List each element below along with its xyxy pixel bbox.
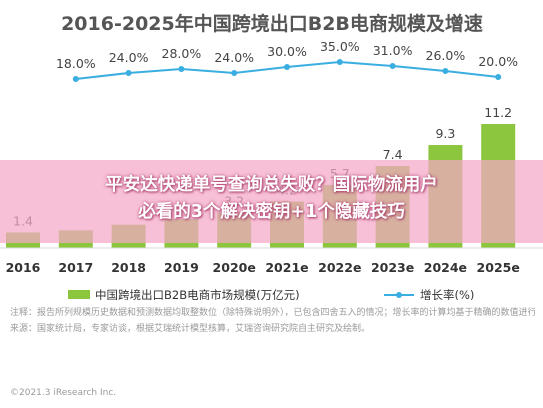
x-tick-2022e: 2022e	[318, 260, 361, 275]
x-tick-2016: 2016	[6, 260, 41, 275]
bar-label-2023e: 7.4	[383, 147, 403, 162]
bar-label-2025e: 11.2	[484, 105, 512, 120]
overlay-line-1: 平安达快递单号查询总失败？国际物流用户	[105, 175, 438, 195]
growth-point-2017	[72, 76, 79, 82]
x-tick-2020e: 2020e	[213, 260, 256, 275]
source-credit: ©2021.3 iResearch Inc.	[10, 388, 117, 398]
growth-label-2024e: 26.0%	[426, 48, 466, 63]
growth-labels: 18.0% 24.0% 28.0% 24.0% 30.0% 35.0% 31.0% 26.0%…	[56, 39, 518, 71]
legend-line-marker	[396, 292, 402, 298]
chart: 2016-2025年中国跨境出口B2B电商规模及增速 1.43.24.25.77…	[0, 12, 543, 300]
x-tick-2025e: 2025e	[477, 260, 520, 275]
growth-label-2021e: 30.0%	[267, 44, 307, 59]
growth-label-2018: 24.0%	[109, 50, 149, 65]
overlay-banner	[0, 160, 543, 243]
x-tick-2019: 2019	[164, 260, 199, 275]
growth-point-2021e	[284, 64, 290, 70]
legend: 中国跨境出口B2B电商市场规模(万亿元) 增长率(%)	[68, 288, 474, 300]
growth-label-2025e: 20.0%	[478, 54, 518, 69]
note-line-1: 注释：报告所列规模历史数据和预测数据均取整数位（除特殊说明外），已包含四舍五入的…	[10, 308, 535, 318]
x-tick-2024e: 2024e	[424, 260, 467, 275]
overlay-line-2: 必看的3个解决密钥+1个隐藏技巧	[138, 202, 405, 222]
growth-point-2019	[178, 66, 185, 72]
bar-label-2024e: 9.3	[435, 126, 455, 141]
growth-line-series	[72, 59, 502, 82]
growth-label-2022e: 35.0%	[320, 39, 360, 54]
legend-line-label: 增长率(%)	[420, 288, 474, 300]
x-tick-2017: 2017	[58, 260, 93, 275]
growth-point-2018	[125, 70, 132, 76]
x-tick-labels: 2016 2017 2018 2019 2020e 2021e 2022e 2023e 2024…	[6, 260, 520, 275]
growth-point-2025e	[495, 74, 502, 80]
growth-point-2023e	[389, 63, 396, 69]
x-tick-2021e: 2021e	[265, 260, 308, 275]
legend-bar-label: 中国跨境出口B2B电商市场规模(万亿元)	[95, 288, 300, 300]
chart-notes: 注释：报告所列规模历史数据和预测数据均取整数位（除特殊说明外），已包含四舍五入的…	[10, 305, 535, 337]
note-line-2: 来源：国家统计局，专家访谈，根据艾瑞统计模型核算，艾瑞咨询研究院自主研究及绘制。	[10, 324, 371, 334]
growth-label-2019: 28.0%	[162, 46, 202, 61]
growth-point-2020e	[231, 70, 238, 76]
legend-bar-swatch	[68, 290, 90, 299]
x-tick-2018: 2018	[111, 260, 146, 275]
overlay-banner-text: 平安达快递单号查询总失败？国际物流用户 必看的3个解决密钥+1个隐藏技巧	[0, 172, 543, 226]
chart-title: 2016-2025年中国跨境出口B2B电商规模及增速	[61, 12, 483, 35]
growth-label-2023e: 31.0%	[373, 43, 413, 58]
growth-label-2017: 18.0%	[56, 56, 96, 71]
growth-point-2024e	[442, 68, 449, 74]
x-tick-2023e: 2023e	[371, 260, 414, 275]
growth-point-2022e	[336, 59, 343, 65]
growth-label-2020e: 24.0%	[214, 50, 254, 65]
